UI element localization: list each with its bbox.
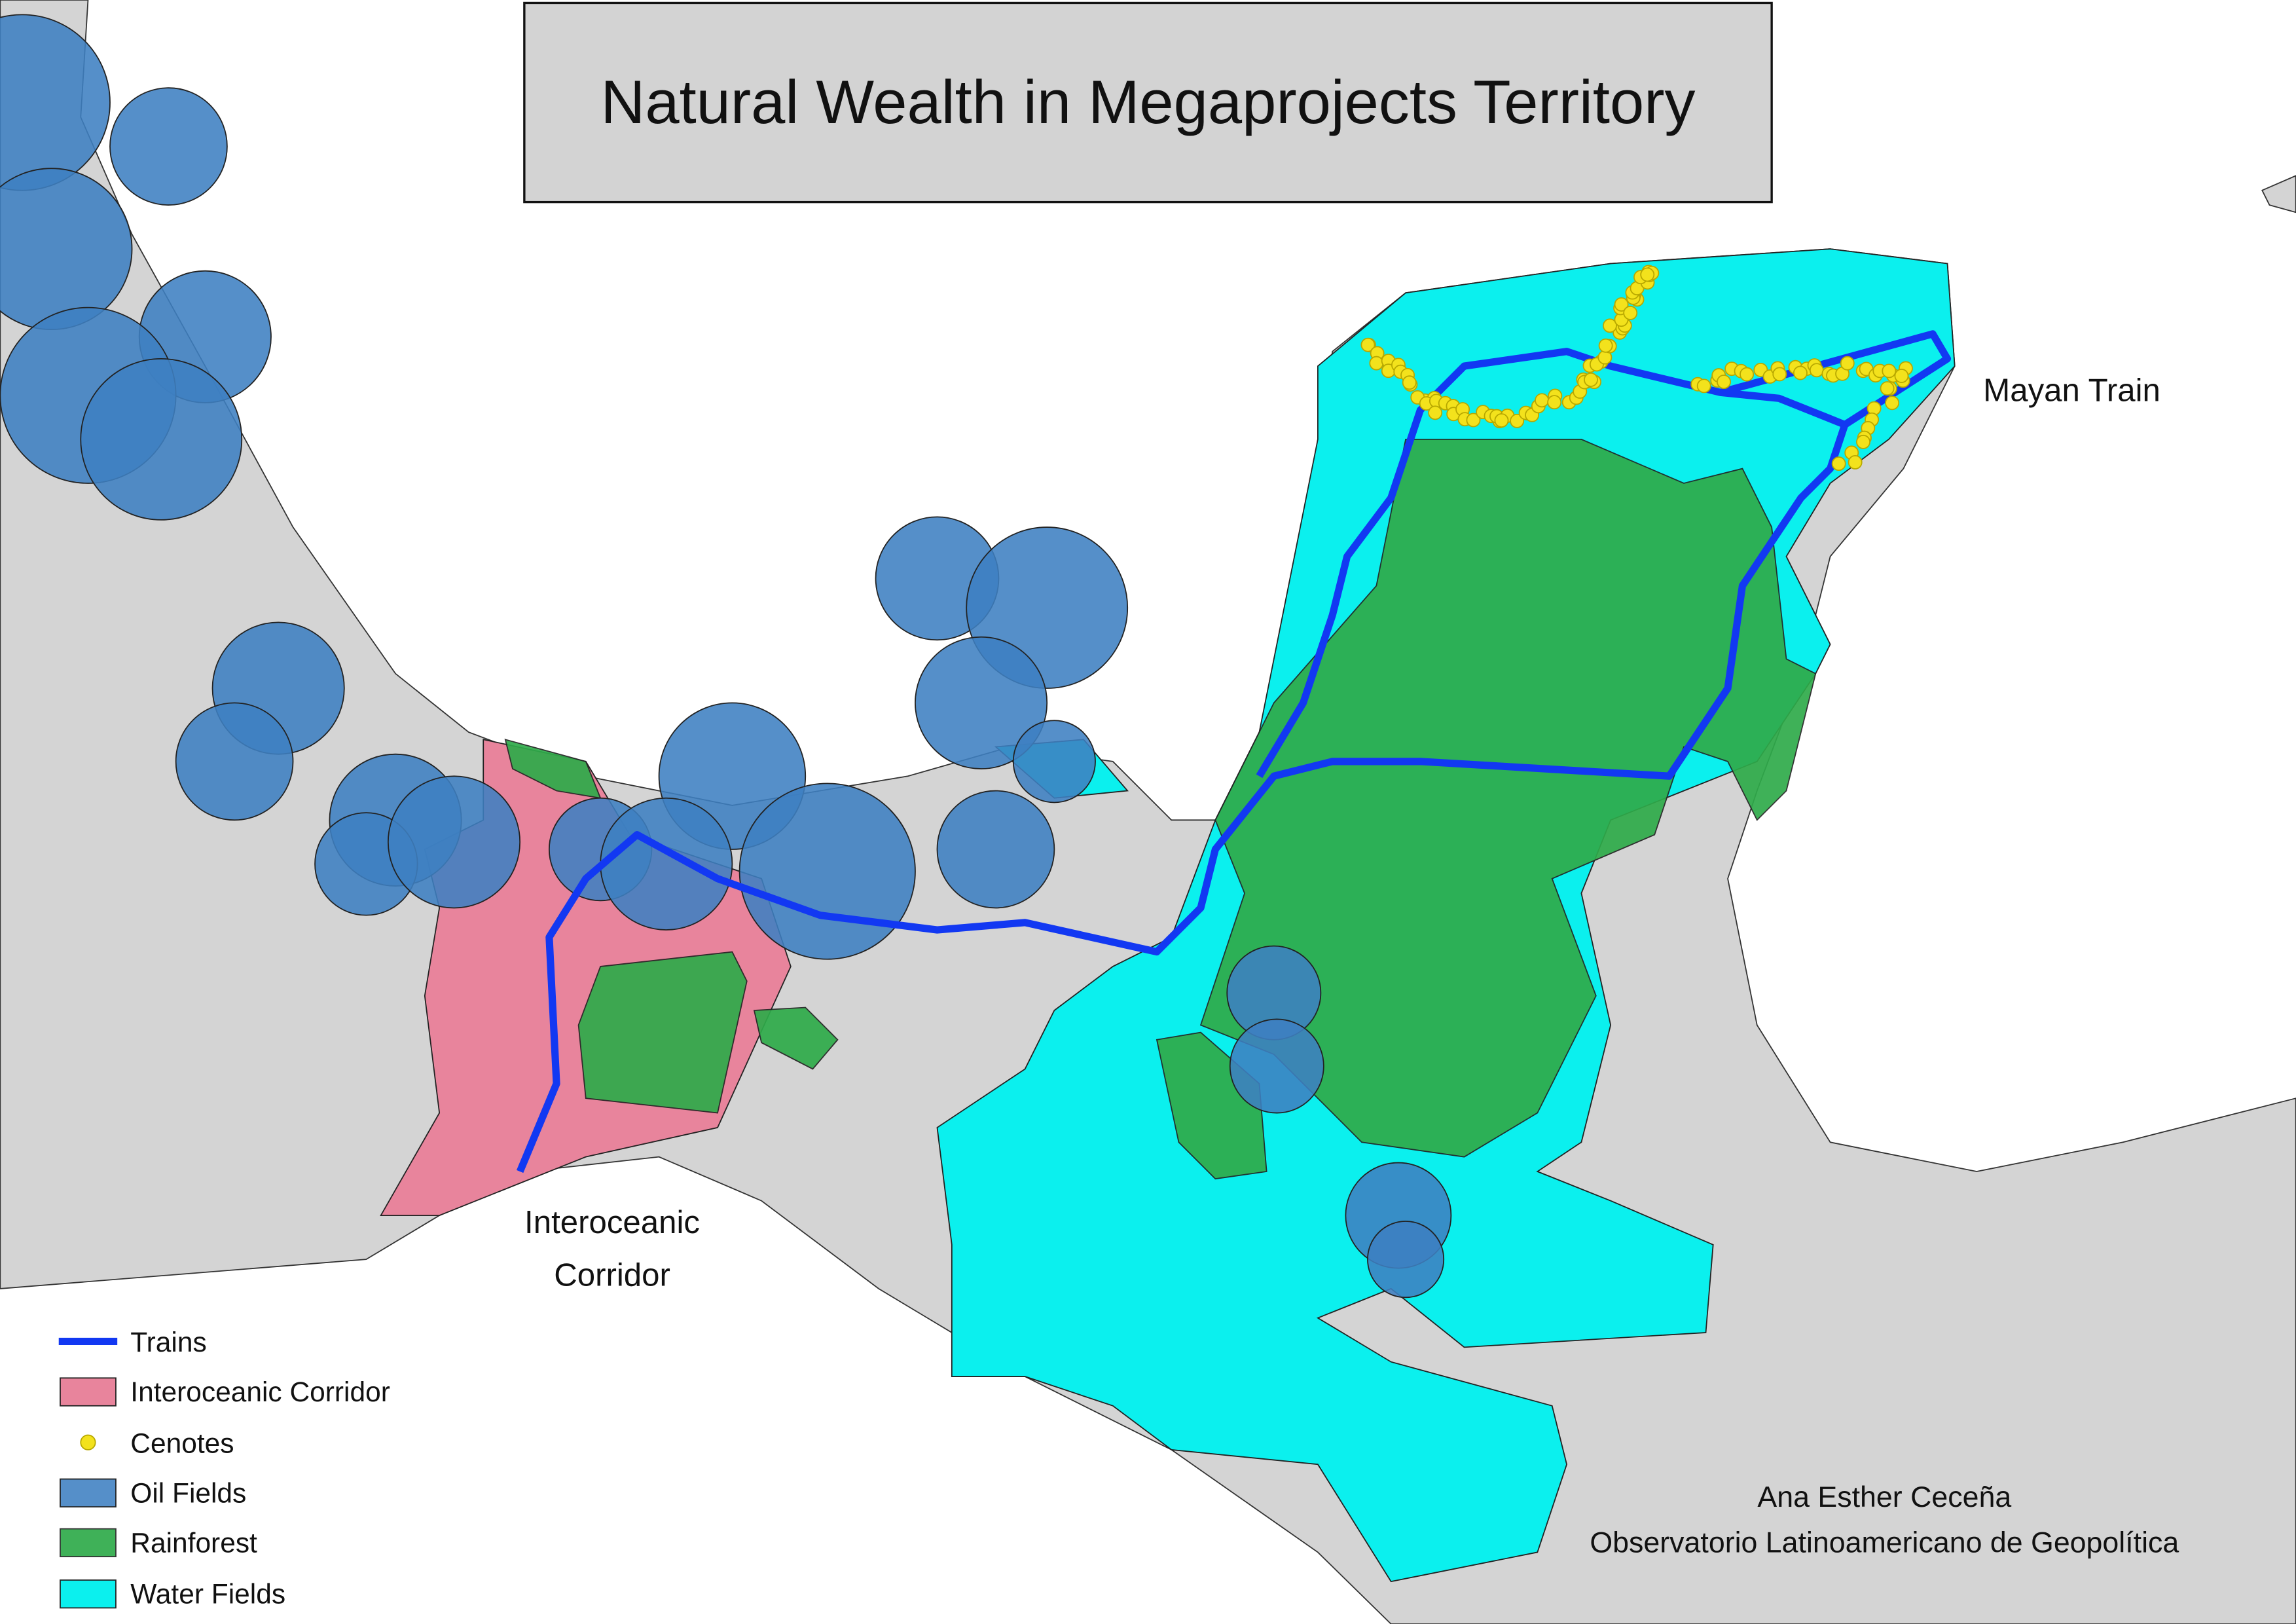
cenote bbox=[1880, 381, 1895, 396]
oil-field bbox=[1367, 1221, 1445, 1299]
oil-field bbox=[738, 783, 916, 960]
cenote bbox=[1894, 369, 1909, 383]
cenote bbox=[1494, 413, 1509, 428]
oil-field bbox=[936, 790, 1055, 909]
cenote bbox=[1848, 454, 1863, 470]
legend-label: Trains bbox=[130, 1327, 206, 1358]
oil-field bbox=[915, 636, 1048, 769]
cenote bbox=[1831, 456, 1846, 471]
legend-label: Water Fields bbox=[130, 1579, 285, 1610]
legend-label: Interoceanic Corridor bbox=[130, 1377, 390, 1408]
title: Natural Wealth in Megaprojects Territory bbox=[601, 67, 1696, 136]
cenote bbox=[1598, 338, 1613, 353]
cenote bbox=[1696, 378, 1711, 394]
oil-field bbox=[387, 775, 521, 909]
cenote bbox=[1360, 337, 1376, 352]
legend-swatch bbox=[80, 1434, 96, 1450]
legend-swatch bbox=[60, 1377, 117, 1407]
oil-field bbox=[175, 702, 294, 821]
cenotes bbox=[1360, 265, 1913, 471]
cenote bbox=[1717, 375, 1731, 390]
oil-field bbox=[1012, 720, 1096, 803]
cenote bbox=[1640, 267, 1655, 282]
cenote bbox=[1510, 413, 1525, 428]
legend-swatch bbox=[60, 1528, 117, 1558]
interoceanic-train bbox=[516, 423, 1849, 1173]
cenote bbox=[1466, 413, 1481, 428]
oil-field bbox=[1229, 1018, 1324, 1114]
cenote bbox=[1623, 305, 1638, 320]
cenote bbox=[1402, 375, 1417, 390]
rainforest-area bbox=[753, 1006, 839, 1070]
legend-label: Rainforest bbox=[130, 1528, 257, 1559]
cenote bbox=[1809, 363, 1824, 378]
cenote bbox=[1840, 356, 1855, 371]
map-label: Corridor bbox=[554, 1257, 670, 1293]
cenote bbox=[1793, 365, 1808, 380]
map-label: Interoceanic bbox=[524, 1204, 700, 1240]
legend: Trains Interoceanic Corridor Cenotes Oil… bbox=[58, 1327, 390, 1610]
oil-field bbox=[80, 358, 243, 521]
credit: Ana Esther Ceceña bbox=[1757, 1481, 2011, 1513]
legend-swatch bbox=[60, 1478, 117, 1507]
cenote bbox=[1882, 363, 1897, 378]
cenote bbox=[1856, 434, 1870, 449]
legend-swatch bbox=[60, 1579, 117, 1609]
cenote bbox=[1772, 367, 1787, 382]
map-label: Mayan Train bbox=[1983, 373, 2160, 409]
title-background bbox=[523, 1, 1773, 204]
cenote bbox=[1547, 395, 1562, 410]
rainforest-area bbox=[504, 739, 602, 799]
rainforest-area bbox=[1199, 438, 1817, 1158]
credit: Observatorio Latinoamericano de Geopolít… bbox=[1590, 1526, 2179, 1559]
oil-fields bbox=[0, 14, 1452, 1299]
legend-label: Oil Fields bbox=[130, 1478, 246, 1509]
cenote bbox=[1885, 396, 1900, 411]
cenote bbox=[1614, 297, 1629, 312]
legend-label: Cenotes bbox=[130, 1428, 234, 1459]
oil-field bbox=[600, 797, 733, 931]
oil-field bbox=[109, 87, 228, 206]
title-box: Natural Wealth in Megaprojects Territory bbox=[523, 1, 1773, 204]
cenote bbox=[1584, 372, 1598, 387]
cenote bbox=[1740, 367, 1755, 382]
rainforest-area bbox=[577, 951, 748, 1114]
cenote bbox=[1428, 405, 1443, 420]
cenote bbox=[1535, 393, 1550, 408]
cenote bbox=[1369, 356, 1384, 371]
